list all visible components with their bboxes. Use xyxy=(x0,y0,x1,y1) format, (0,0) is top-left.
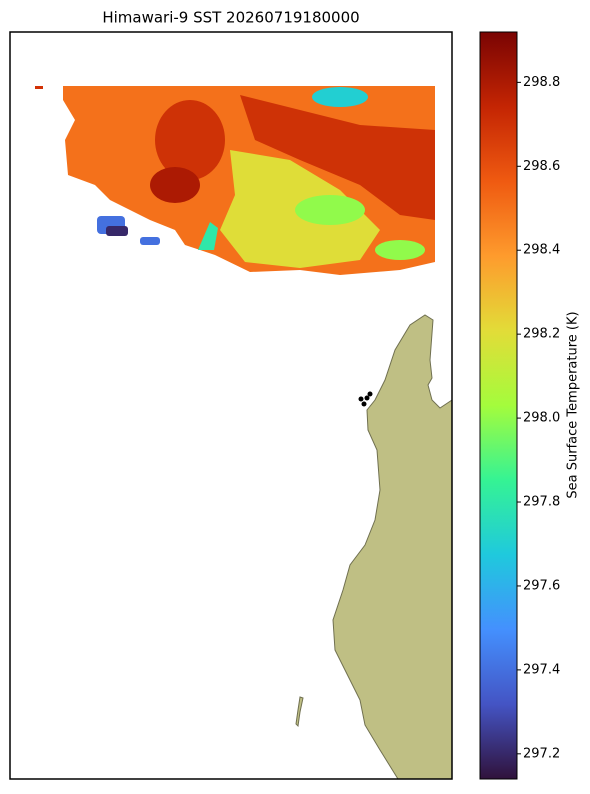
colorbar xyxy=(479,31,518,780)
sst-field xyxy=(240,95,435,220)
land xyxy=(332,314,452,779)
sst-field xyxy=(150,167,200,203)
colorbar-tick-label: 297.8 xyxy=(523,495,560,510)
map-frame xyxy=(9,31,453,780)
colorbar-tick-label: 298.8 xyxy=(523,75,560,90)
sst-field xyxy=(375,240,425,260)
sst-field xyxy=(140,237,160,245)
sst-field xyxy=(312,87,368,107)
colorbar-tick-label: 298.2 xyxy=(523,327,560,342)
colorbar-tick-label: 298.4 xyxy=(523,243,560,258)
colorbar-tick-label: 297.2 xyxy=(523,746,560,761)
sst-field xyxy=(295,195,365,225)
colorbar-label: Sea Surface Temperature (K) xyxy=(566,311,581,498)
colorbar-tick-label: 297.6 xyxy=(523,578,560,593)
site-marker xyxy=(361,401,367,407)
colorbar-tick-label: 298.6 xyxy=(523,159,560,174)
map-title: Himawari-9 SST 20260719180000 xyxy=(102,9,359,27)
colorbar-tick-label: 298.0 xyxy=(523,411,560,426)
map-area xyxy=(35,86,452,779)
sst-speck xyxy=(35,86,43,89)
colorbar-tick-label: 297.4 xyxy=(523,662,560,677)
site-marker xyxy=(364,395,370,401)
sst-field xyxy=(155,100,225,180)
island xyxy=(295,696,304,728)
sst-field xyxy=(106,226,128,236)
sst-field xyxy=(198,222,218,250)
site-marker xyxy=(367,391,373,397)
site-marker xyxy=(358,396,364,402)
